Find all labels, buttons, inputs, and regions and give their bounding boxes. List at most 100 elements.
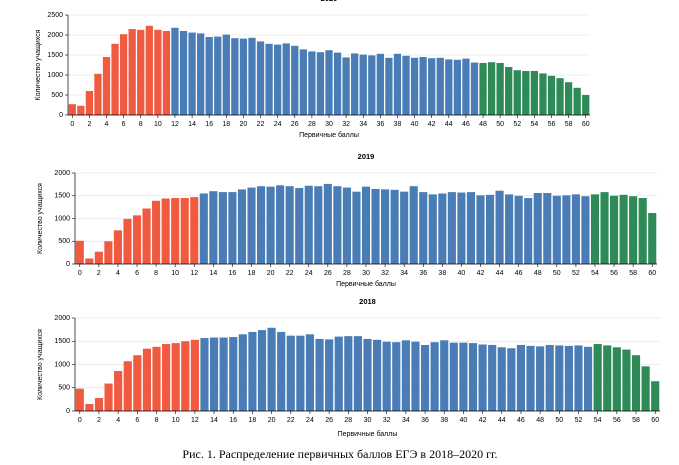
x-tick-label: 6 [122, 121, 126, 128]
x-tick-label: 46 [517, 417, 525, 424]
x-tick-label: 32 [342, 121, 350, 128]
bar [603, 345, 612, 411]
bar [371, 188, 380, 264]
bar [94, 73, 102, 115]
bar [556, 78, 564, 115]
bar [411, 341, 420, 411]
y-tick-label: 0 [66, 408, 70, 415]
y-tick-label: 2500 [47, 12, 63, 19]
bar [353, 336, 362, 411]
bar [488, 344, 497, 411]
x-tick-label: 0 [70, 121, 74, 128]
bar [344, 336, 353, 411]
bar [133, 355, 142, 411]
bar [505, 67, 513, 115]
x-tick-label: 24 [274, 121, 282, 128]
bar [94, 251, 103, 264]
x-tick-label: 10 [171, 270, 179, 277]
x-tick-label: 48 [536, 417, 544, 424]
bar [152, 200, 161, 264]
bar [539, 73, 547, 115]
bar [430, 342, 439, 411]
bar [419, 57, 427, 115]
x-tick-label: 38 [394, 121, 402, 128]
bar [400, 191, 409, 264]
bar [197, 33, 205, 115]
x-tick-label: 48 [479, 121, 487, 128]
x-tick-label: 42 [477, 270, 485, 277]
bar [247, 187, 256, 264]
bar [447, 192, 456, 264]
bar [75, 240, 84, 264]
bar [114, 371, 123, 411]
bar [436, 57, 444, 115]
bar [555, 345, 564, 411]
x-tick-label: 6 [135, 270, 139, 277]
x-tick-label: 54 [530, 121, 538, 128]
x-tick-label: 22 [286, 270, 294, 277]
x-tick-label: 26 [324, 270, 332, 277]
y-tick-label: 1500 [54, 193, 70, 200]
bar [390, 189, 399, 264]
bar [104, 383, 113, 411]
bar [113, 230, 122, 264]
x-axis-label: Первичные баллы [299, 131, 359, 139]
x-tick-label: 0 [78, 417, 82, 424]
bar [552, 195, 561, 264]
bar [316, 52, 325, 115]
bar [304, 185, 313, 264]
bar [314, 186, 323, 264]
bar [237, 189, 247, 264]
x-tick-label: 60 [648, 270, 656, 277]
bar [610, 195, 619, 264]
bar [325, 339, 334, 411]
bar [291, 45, 299, 115]
bar [154, 29, 162, 115]
bar [276, 185, 285, 264]
x-tick-label: 42 [428, 121, 436, 128]
bar [299, 49, 307, 115]
x-tick-label: 22 [257, 121, 265, 128]
bar [536, 346, 545, 411]
bar [368, 55, 376, 115]
x-tick-label: 48 [534, 270, 542, 277]
x-tick-label: 16 [205, 121, 213, 128]
bar [513, 70, 521, 115]
bar [564, 345, 573, 411]
bar [218, 192, 227, 264]
bar [214, 36, 222, 115]
bar [188, 32, 196, 115]
x-tick-label: 14 [210, 417, 218, 424]
x-tick-label: 36 [419, 270, 427, 277]
bar [524, 198, 533, 264]
y-tick-label: 1000 [47, 72, 63, 79]
x-tick-label: 34 [402, 417, 410, 424]
bar [619, 194, 628, 264]
bar [145, 25, 153, 115]
bar [478, 344, 487, 411]
bar [459, 342, 468, 411]
chart: 2019 Первичные баллы Количество учащихся 0 5… [37, 152, 657, 288]
bar [629, 196, 638, 264]
x-tick-label: 24 [305, 270, 313, 277]
x-tick-label: 20 [267, 270, 275, 277]
bar [181, 341, 190, 411]
bar [180, 198, 189, 264]
bar [547, 75, 556, 115]
x-tick-label: 36 [376, 121, 384, 128]
x-tick-label: 32 [381, 270, 389, 277]
chart-title: 2018 [359, 297, 376, 306]
bar [505, 194, 514, 264]
bar [648, 213, 657, 264]
y-tick-label: 0 [66, 261, 70, 268]
bar [295, 188, 304, 264]
bar [222, 34, 230, 115]
bar [363, 338, 372, 411]
bar [385, 57, 393, 115]
bar [325, 50, 333, 116]
x-tick-label: 8 [139, 121, 143, 128]
bar [333, 186, 342, 264]
x-tick-label: 28 [308, 121, 316, 128]
bar [564, 82, 573, 115]
x-tick-label: 36 [421, 417, 429, 424]
